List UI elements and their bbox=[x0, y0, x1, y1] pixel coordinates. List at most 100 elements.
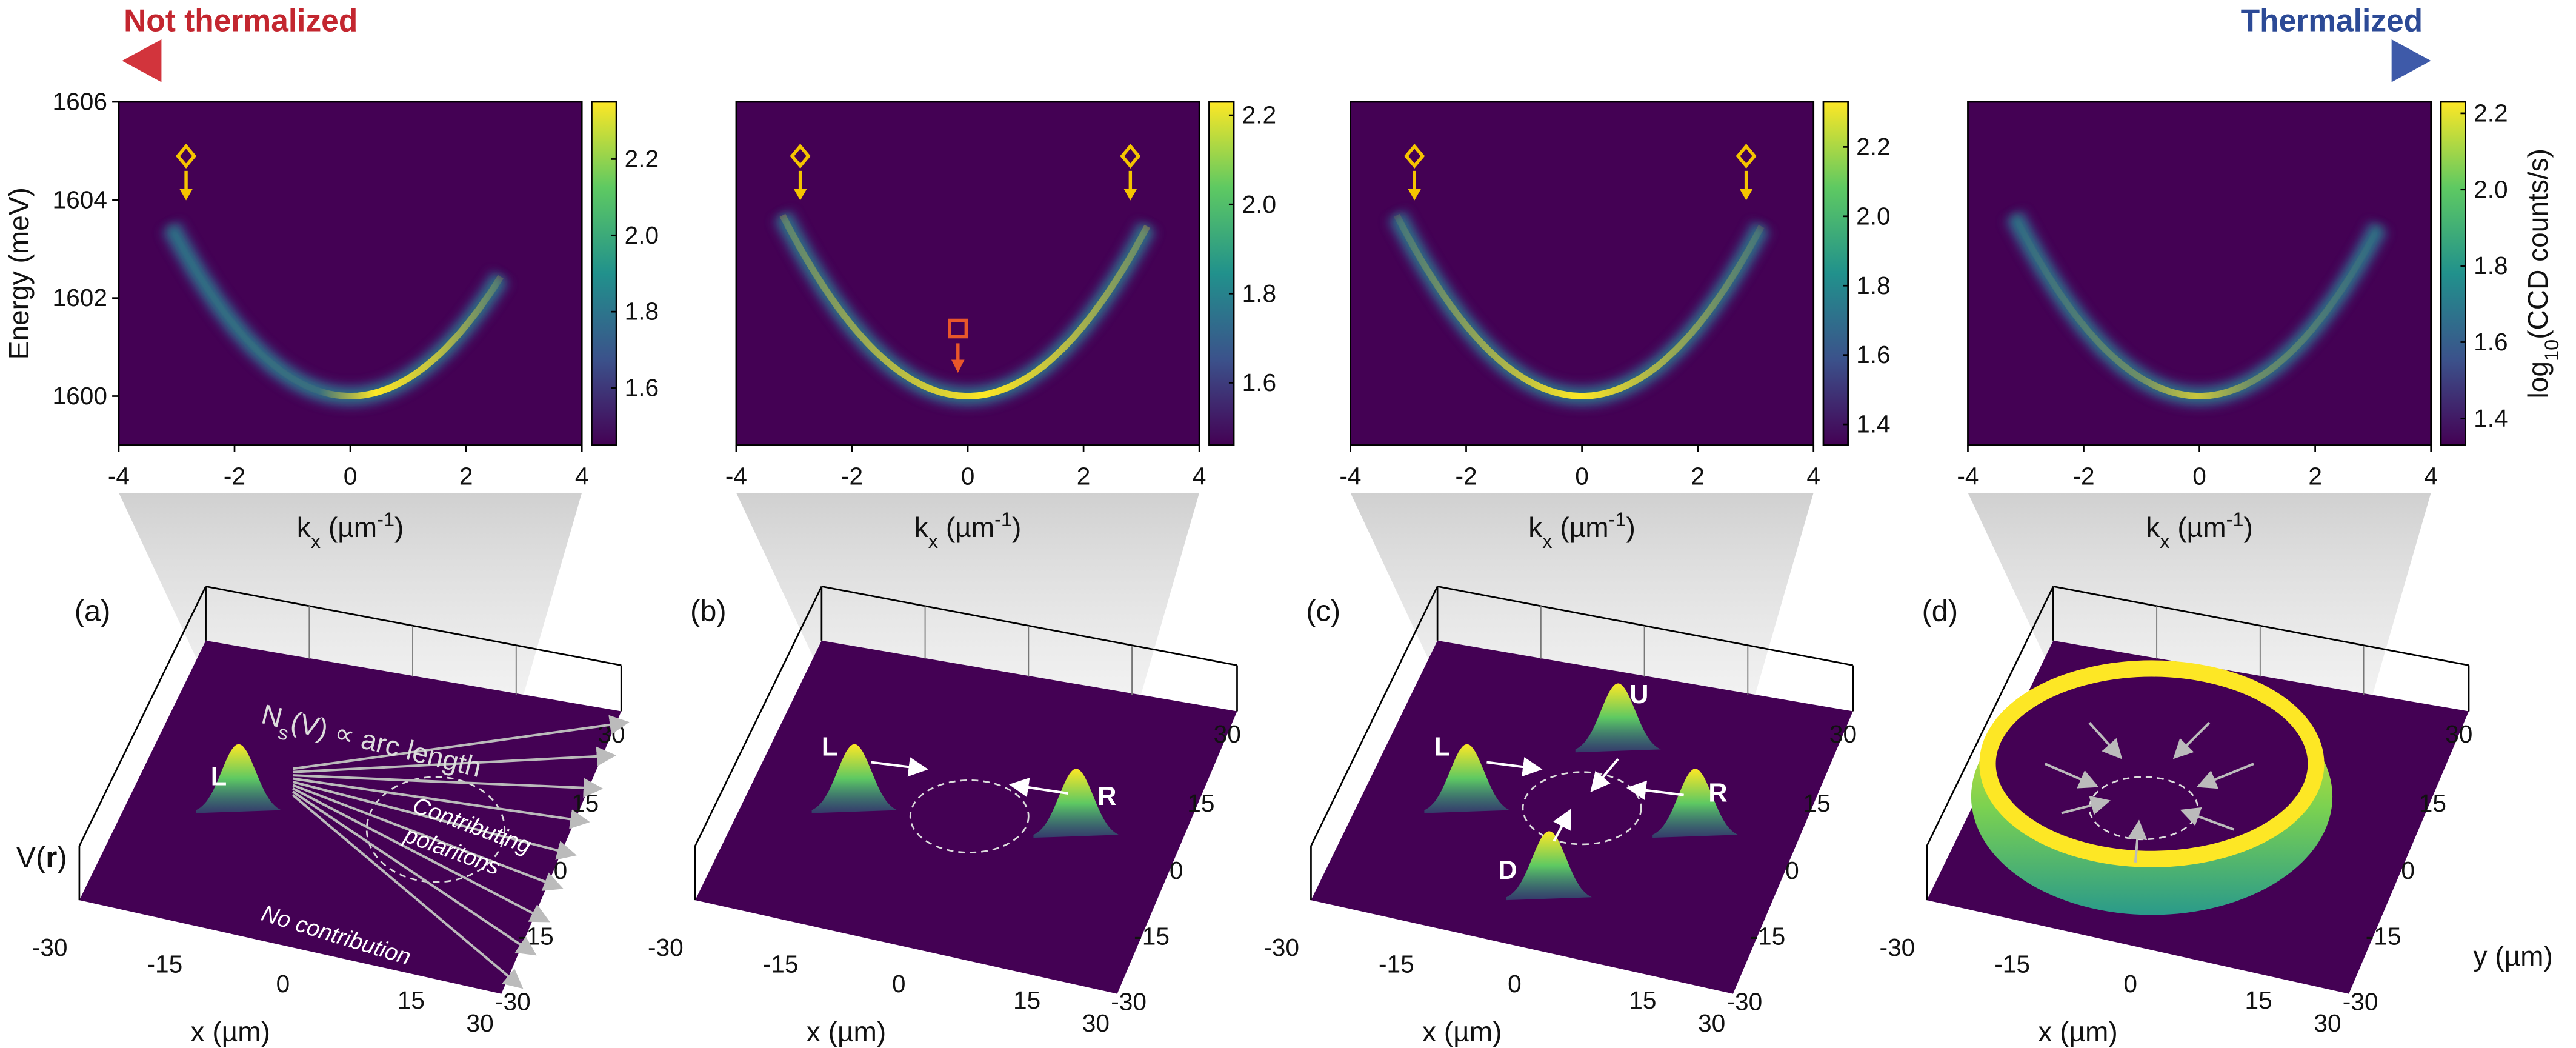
x-tick-label: -4 bbox=[108, 462, 130, 490]
x-tick-label: 4 bbox=[2424, 462, 2438, 490]
y-tick-label: 30 bbox=[2445, 720, 2472, 748]
colorbar-label: log10(CCD counts/s) bbox=[2522, 149, 2563, 398]
x-axis-label-part: x bbox=[2160, 530, 2169, 552]
target-region bbox=[909, 779, 1030, 853]
flow-arrow bbox=[2061, 795, 2111, 815]
flow-arrow bbox=[293, 746, 617, 773]
x-tick-label: -15 bbox=[1379, 950, 1414, 978]
potential-floor bbox=[1311, 640, 1853, 994]
x-tick-label: 30 bbox=[1082, 1009, 1110, 1037]
colorbar-tick-label: 1.8 bbox=[625, 298, 659, 325]
colorbar-tick-label: 1.4 bbox=[2474, 404, 2508, 432]
x-tick-label: 15 bbox=[398, 986, 425, 1014]
flow-arrow bbox=[292, 781, 577, 860]
x-tick-label: 30 bbox=[1698, 1009, 1725, 1037]
x-tick-label: 30 bbox=[2314, 1009, 2341, 1037]
y-tick-label: -30 bbox=[2343, 988, 2378, 1016]
x-tick-label: 2 bbox=[1691, 462, 1705, 490]
flow-arrow bbox=[1590, 758, 1619, 793]
y-tick-label: -30 bbox=[1111, 988, 1147, 1016]
flow-arrow bbox=[1008, 777, 1068, 798]
ring-top bbox=[1979, 660, 2325, 867]
y-tick-label: -30 bbox=[1727, 988, 1763, 1016]
x-tick-label: 2 bbox=[459, 462, 473, 490]
x-axis-label: kx (µm-1) bbox=[297, 509, 404, 552]
y-tick-label: 0 bbox=[1170, 856, 1183, 884]
z-axis-label: V(r) bbox=[16, 841, 67, 874]
flow-arrow bbox=[2172, 721, 2211, 759]
flow-arrow bbox=[293, 774, 604, 798]
x-axis-label: kx (µm-1) bbox=[1528, 509, 1636, 552]
x-tick-label: -4 bbox=[1339, 462, 1361, 490]
x-tick-label: -15 bbox=[147, 950, 182, 978]
colorbar-tick-label: 1.8 bbox=[2474, 252, 2508, 279]
flow-arrow bbox=[1553, 809, 1571, 842]
x-axis-label: x (µm) bbox=[807, 1016, 886, 1047]
flow-arrow bbox=[2088, 722, 2123, 759]
x-tick-label: 0 bbox=[2192, 462, 2206, 490]
flow-arrow bbox=[292, 787, 550, 923]
y-axis-label: Energy (meV) bbox=[3, 187, 35, 359]
box-edge bbox=[2053, 586, 2469, 666]
dispersion-peak bbox=[2011, 213, 2382, 399]
peak-label: L bbox=[822, 733, 837, 762]
colorbar-tick-label: 1.8 bbox=[1856, 272, 1891, 299]
x-axis-label-part: -1 bbox=[377, 509, 394, 530]
colorbar-tick-label: 1.6 bbox=[1242, 369, 1277, 396]
y-tick-label: -15 bbox=[2366, 922, 2401, 950]
colorbar-tick-label: 2.2 bbox=[2474, 99, 2508, 127]
y-tick-label: 15 bbox=[571, 789, 599, 817]
colorbar-tick-label: 1.6 bbox=[625, 374, 659, 402]
colorbar bbox=[2440, 101, 2466, 446]
diamond-marker bbox=[175, 143, 197, 169]
y-tick-label: -15 bbox=[1749, 922, 1785, 950]
y-tick-label: 15 bbox=[1803, 789, 1831, 817]
left-label: Not thermalized bbox=[124, 2, 358, 38]
right-label: Thermalized bbox=[2241, 2, 2423, 38]
x-tick-label: 15 bbox=[1629, 986, 1656, 1014]
colorbar-label-part: log bbox=[2522, 361, 2554, 398]
diamond-marker bbox=[1404, 143, 1425, 169]
colorbar bbox=[1208, 101, 1235, 446]
x-tick-label: 4 bbox=[1806, 462, 1820, 490]
x-tick-label: -4 bbox=[1957, 462, 1979, 490]
colorbar bbox=[1822, 101, 1849, 446]
z-axis-label-part: V( bbox=[16, 841, 46, 874]
colorbar-tick-label: 1.6 bbox=[1856, 341, 1891, 369]
x-tick-label: 2 bbox=[1077, 462, 1091, 490]
box-edge bbox=[694, 586, 823, 847]
y-tick-label: 30 bbox=[1214, 720, 1241, 748]
x-tick-label: -15 bbox=[1994, 950, 2030, 978]
flow-arrow bbox=[1626, 780, 1684, 800]
panel-label: (d) bbox=[1922, 595, 1959, 627]
x-axis-label-part: ) bbox=[2244, 512, 2253, 543]
x-tick-label: -2 bbox=[1455, 462, 1477, 490]
z-axis-label-part: ) bbox=[57, 841, 67, 874]
gaussian-peak bbox=[1424, 744, 1510, 813]
y-tick-label: 1602 bbox=[53, 284, 107, 312]
x-tick-label: -15 bbox=[763, 950, 799, 978]
y-tick-label: 1606 bbox=[53, 88, 107, 116]
flow-arrow bbox=[2180, 807, 2235, 831]
flow-arrow bbox=[292, 715, 630, 770]
x-tick-label: -2 bbox=[841, 462, 863, 490]
x-axis-label-part: -1 bbox=[2226, 509, 2244, 530]
x-axis-label-part: (µm bbox=[938, 512, 994, 543]
flow-arrow bbox=[2045, 763, 2099, 789]
box-edge bbox=[205, 586, 622, 666]
y-tick-label: 30 bbox=[1829, 720, 1857, 748]
box-edge bbox=[78, 586, 207, 847]
peak-label: R bbox=[1097, 782, 1116, 811]
marker-arrow-head bbox=[1123, 189, 1137, 201]
peak-label: R bbox=[1708, 778, 1727, 807]
x-tick-label: 2 bbox=[2308, 462, 2322, 490]
x-tick-label: 30 bbox=[467, 1009, 494, 1037]
panel-label: (b) bbox=[690, 595, 727, 627]
y-tick-label: 0 bbox=[554, 856, 568, 884]
x-tick-label: -30 bbox=[648, 933, 684, 961]
x-tick-label: 0 bbox=[276, 970, 290, 998]
z-axis-label-part: r bbox=[45, 841, 57, 874]
flow-arrow bbox=[292, 784, 564, 891]
x-tick-label: 0 bbox=[2123, 970, 2137, 998]
